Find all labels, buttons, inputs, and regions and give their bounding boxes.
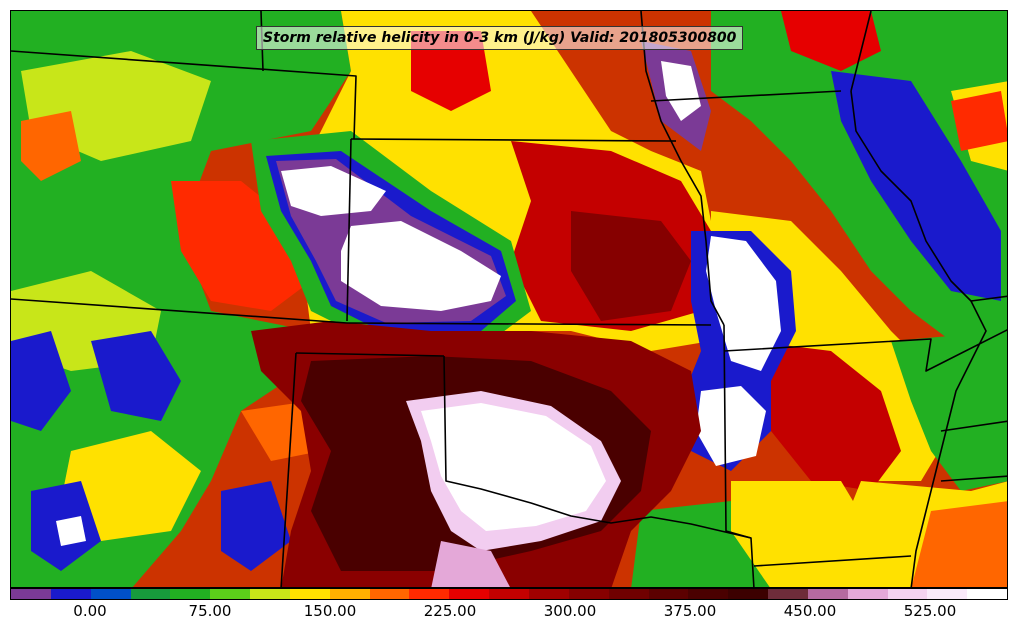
- boundary-la: [753, 555, 912, 567]
- colorbar-tick-label: 225.00: [423, 602, 477, 620]
- boundary-wy-line: [11, 50, 357, 140]
- field-red-west-2: [21, 111, 81, 181]
- colorbar-tick-label: 525.00: [903, 602, 957, 620]
- colorbar-labels: 0.00 75.00 150.00 225.00 300.00 375.00 450.00 5…: [10, 602, 1008, 626]
- boundary-mo-river: [640, 11, 725, 326]
- field-red-central-upper: [411, 31, 491, 111]
- colorbar-segment: [807, 589, 848, 599]
- colorbar-segment: [90, 589, 131, 599]
- state-boundaries: [11, 11, 1007, 587]
- field-green-southeast: [891, 331, 1007, 491]
- colorbar-segment: [967, 589, 1008, 599]
- colorbar-segment: [768, 589, 808, 599]
- colorbar-segment: [130, 589, 171, 599]
- colorbar-segment: [449, 589, 490, 599]
- colorbar-segment: [170, 589, 211, 599]
- colorbar-tick-label: 0.00: [73, 602, 107, 620]
- boundary-co-south: [11, 298, 348, 324]
- map-title: Storm relative helicity in 0-3 km (J/kg)…: [256, 26, 744, 50]
- colorbar-segment: [568, 589, 609, 599]
- colorbar-segment: [329, 589, 370, 599]
- boundary-ms-al: [940, 475, 1007, 482]
- colorbar-segment: [728, 589, 769, 599]
- map-panel: Storm relative helicity in 0-3 km (J/kg)…: [10, 10, 1008, 588]
- boundary-il: [850, 11, 872, 92]
- colorbar-tick-label: 300.00: [543, 602, 597, 620]
- boundary-ia-north: [650, 90, 842, 102]
- colorbar-segment: [210, 589, 251, 599]
- boundary-ok-panhandle-east: [443, 355, 752, 539]
- field-pink-tail: [431, 541, 510, 587]
- field-blue-east: [831, 71, 1001, 301]
- colorbar-tick-label: 450.00: [783, 602, 837, 620]
- colorbar-tick-label: 75.00: [188, 602, 232, 620]
- boundary-ok-ar: [723, 324, 755, 587]
- boundary-tn-ky: [940, 420, 1007, 432]
- field-red-eastcentral: [751, 341, 901, 491]
- colorbar-segment: [847, 589, 888, 599]
- colorbar-segment: [927, 589, 968, 599]
- field-orange-southeast: [911, 501, 1007, 587]
- field-white-core: [421, 403, 606, 531]
- boundary-co-line: [346, 138, 352, 322]
- field-blue-west-1: [11, 331, 71, 431]
- colorbar-segment: [648, 589, 689, 599]
- colorbar-segment: [887, 589, 928, 599]
- colorbar: [10, 588, 1008, 600]
- colorbar-tick-label: 375.00: [663, 602, 717, 620]
- boundary-ks-ok: [346, 322, 712, 326]
- field-white-convective-2: [696, 386, 766, 466]
- colorbar-tick-label: 150.00: [303, 602, 357, 620]
- colorbar-segment: [409, 589, 450, 599]
- colorbar-segment: [369, 589, 410, 599]
- boundary-tx-west: [280, 352, 297, 587]
- field-white-central-1: [281, 166, 386, 216]
- boundary-mississippi: [850, 90, 987, 587]
- field-red-east-right: [951, 91, 1007, 151]
- helicity-map: [11, 11, 1007, 587]
- colorbar-segment: [528, 589, 569, 599]
- boundary-ne-ks: [350, 138, 672, 142]
- field-white-central-2: [341, 221, 501, 311]
- colorbar-segment: [489, 589, 529, 599]
- colorbar-segment: [250, 589, 290, 599]
- field-white-northeast: [661, 61, 701, 121]
- colorbar-segment: [289, 589, 330, 599]
- boundary-mo-ar: [723, 329, 1007, 372]
- boundary-ok-panhandle-north: [295, 352, 445, 357]
- colorbar-segment: [608, 589, 649, 599]
- field-blue-west-3: [221, 481, 291, 571]
- field-orange-west-3: [241, 401, 321, 461]
- colorbar-segment: [688, 589, 729, 599]
- field-red-east-top: [781, 11, 881, 71]
- field-yellow-west-3: [61, 431, 201, 541]
- field-white-west: [56, 516, 86, 546]
- helicity-field: [11, 11, 1007, 587]
- colorbar-segment: [11, 589, 51, 599]
- boundary-ky-line: [970, 295, 1007, 302]
- field-blue-west-2: [91, 331, 181, 421]
- colorbar-segment: [50, 589, 91, 599]
- field-darkred-central: [571, 211, 691, 321]
